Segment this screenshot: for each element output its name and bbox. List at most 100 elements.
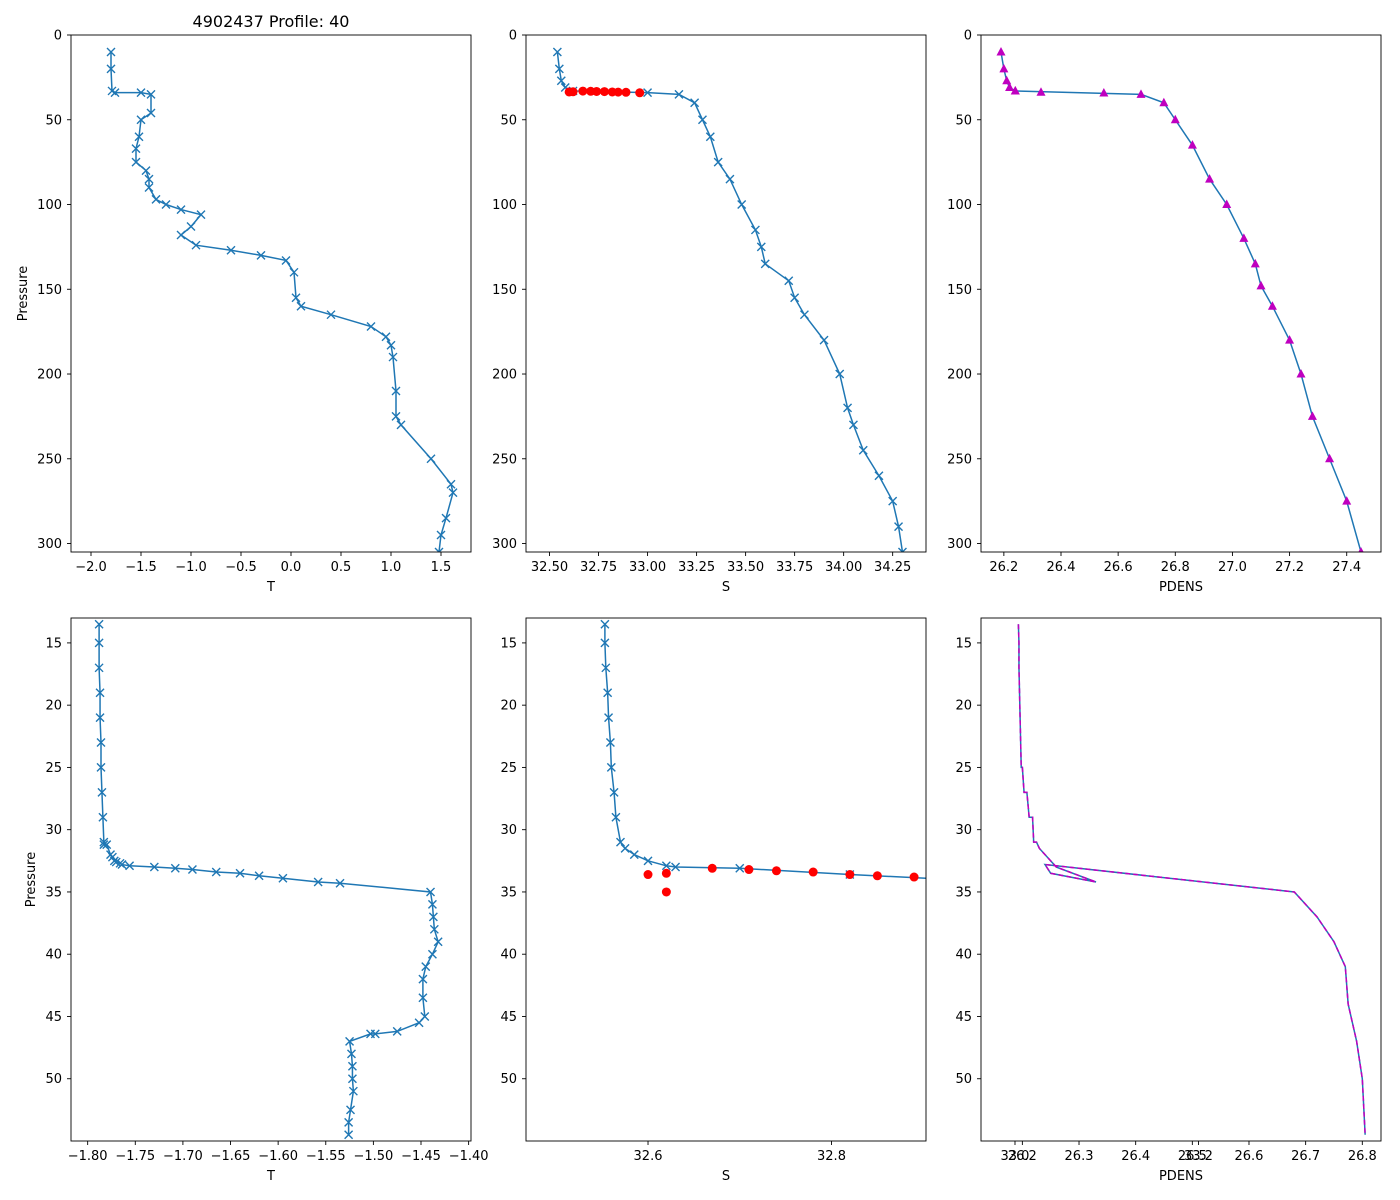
flagged-point [661, 887, 671, 897]
data-point [835, 369, 845, 379]
data-point [441, 513, 451, 523]
data-point [894, 522, 904, 532]
data-point [697, 115, 707, 125]
data-point [418, 974, 428, 984]
x-tick-label: 26.4 [1121, 1149, 1150, 1164]
data-point [141, 166, 151, 176]
y-tick-label: 100 [947, 198, 972, 213]
data-point [149, 862, 159, 872]
flagged-point [1099, 87, 1109, 97]
flagged-point [771, 866, 781, 876]
y-tick-label: 50 [955, 113, 972, 128]
y-tick-label: 45 [955, 1010, 972, 1025]
x-tick-label: 34.25 [874, 560, 911, 575]
x-tick-label: −1.70 [163, 1149, 203, 1164]
data-point [436, 530, 446, 540]
x-tick-label: −1.45 [401, 1149, 441, 1164]
data-point [344, 1130, 354, 1140]
y-tick-label: 300 [492, 537, 517, 552]
flagged-point [808, 867, 818, 877]
y-tick-label: 300 [947, 537, 972, 552]
data-point [434, 547, 444, 552]
y-tick-label: 35 [45, 885, 62, 900]
x-tick-label: 33.0 [1001, 1149, 1030, 1164]
plot-area [94, 619, 443, 1140]
data-point [117, 860, 127, 870]
data-point [1005, 82, 1015, 92]
x-tick-label: −0.5 [225, 560, 257, 575]
data-point [426, 887, 436, 897]
data-point [1159, 97, 1169, 107]
data-point [1222, 199, 1232, 209]
data-point [125, 861, 135, 871]
data-point [552, 47, 562, 57]
y-tick-label: 20 [955, 699, 972, 714]
x-tick-label: −1.50 [353, 1149, 393, 1164]
axes-frame [980, 34, 1382, 553]
y-tick-label: 25 [500, 761, 517, 776]
data-point [790, 293, 800, 303]
data-point [136, 115, 146, 125]
x-tick-label: 26.5 [1178, 1149, 1207, 1164]
data-point [344, 1117, 354, 1127]
x-tick-label: 0.5 [331, 560, 352, 575]
data-point [94, 638, 104, 648]
y-tick-label: 40 [500, 948, 517, 963]
data-point [1256, 280, 1266, 290]
data-point [601, 663, 611, 673]
data-point [1325, 453, 1335, 463]
y-tick-label: 30 [45, 823, 62, 838]
x-tick-label: 27.0 [1218, 560, 1247, 575]
data-point [348, 1086, 358, 1096]
x-tick-label: 26.4 [1047, 560, 1076, 575]
y-axis-label: Pressure [24, 852, 39, 908]
y-tick-label: 50 [500, 1072, 517, 1087]
panels: −2.0 −1.5 −1.0 −0.5 0.0 0.5 1.0 1.5050100150200… [16, 29, 1382, 1184]
data-point [616, 837, 625, 847]
data-point [603, 688, 613, 698]
flagged-point [599, 87, 609, 97]
x-tick-label: 27.2 [1275, 560, 1304, 575]
flagged-point [613, 87, 623, 97]
panel-sal_full: 32.50 32.75 33.00 33.25 33.50 33.75 34.00 34.25… [492, 29, 927, 595]
axes-frame [525, 34, 927, 553]
data-point [347, 1061, 357, 1071]
flagged-point [661, 868, 671, 878]
data-point [347, 1074, 357, 1084]
data-point [131, 144, 141, 154]
panel-sal_zoom: 32.6 32.8 33.0 33.2 15 20 25 30 35 40 45 50 S [500, 617, 1213, 1184]
x-axis-label: PDENS [1159, 1169, 1203, 1184]
data-point [289, 267, 299, 277]
data-point [106, 64, 116, 74]
data-point [235, 868, 245, 878]
y-tick-label: 20 [45, 699, 62, 714]
data-point [674, 89, 684, 99]
flagged-point [592, 86, 602, 96]
data-point [326, 310, 336, 320]
x-tick-label: 34.00 [825, 560, 862, 575]
plot-area [996, 46, 1364, 552]
data-point [600, 638, 610, 648]
flagged-point [568, 87, 578, 97]
data-point [146, 108, 156, 118]
y-tick-label: 40 [45, 948, 62, 963]
data-point [448, 488, 458, 498]
data-point [428, 912, 438, 922]
x-tick-label: 0.0 [281, 560, 302, 575]
data-point [94, 663, 104, 673]
data-point [661, 861, 671, 871]
data-point [1307, 411, 1317, 420]
data-point [131, 157, 141, 167]
data-point [996, 46, 1006, 56]
data-point [1267, 301, 1277, 310]
x-tick-label: 33.25 [678, 560, 715, 575]
data-point [1136, 89, 1146, 98]
data-point [874, 471, 884, 481]
data-point [888, 496, 898, 506]
data-point [784, 276, 794, 286]
y-tick-label: 200 [492, 368, 517, 383]
y-tick-label: 50 [45, 1072, 62, 1087]
data-point [1170, 114, 1180, 124]
data-point [609, 787, 619, 797]
data-point [1187, 140, 1197, 149]
